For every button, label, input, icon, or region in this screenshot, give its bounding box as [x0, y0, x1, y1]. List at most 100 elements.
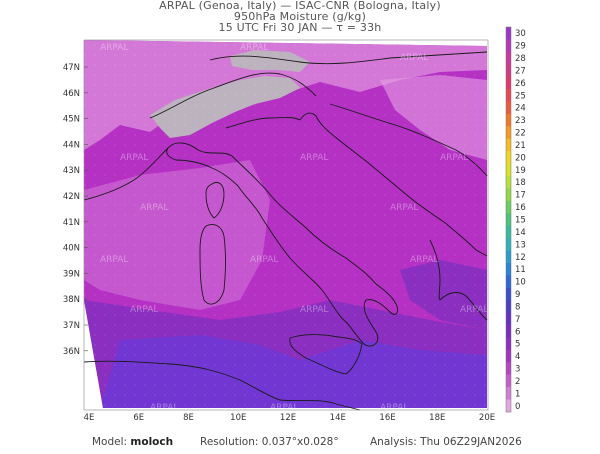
- watermark-text: ARPAL: [300, 305, 328, 315]
- resolution-info: Resolution: 0.037°x0.028°: [200, 436, 339, 448]
- coast-corsica: [205, 182, 225, 219]
- colorbar-label: 5: [515, 340, 520, 350]
- watermark-text: ARPAL: [100, 255, 128, 265]
- watermark-text: ARPAL: [380, 403, 408, 413]
- lat-tick-label: 44N: [63, 140, 80, 150]
- header-valid-time: 15 UTC Fri 30 JAN — τ = 33h: [218, 21, 382, 34]
- colorbar-swatch: [506, 225, 511, 239]
- colorbar-label: 14: [515, 228, 526, 238]
- coast-adriatic-east: [299, 112, 488, 257]
- colorbar-label: 4: [515, 352, 520, 362]
- colorbar-label: 21: [515, 141, 526, 151]
- lon-tick-label: 16E: [379, 413, 395, 423]
- colorbar-swatch: [506, 51, 511, 65]
- analysis-value: Thu 06Z29JAN2026: [420, 436, 522, 448]
- colorbar-label: 26: [515, 79, 526, 89]
- coast-albania: [429, 239, 441, 301]
- colorbar: 3029282726252423222120191817161514131211…: [505, 26, 526, 413]
- lat-tick-label: 42N: [63, 192, 80, 202]
- colorbar-swatch: [506, 238, 511, 251]
- header-agencies: ARPAL (Genoa, Italy) — ISAC-CNR (Bologna…: [159, 0, 441, 12]
- border-alpine: [149, 72, 317, 119]
- lon-tick-label: 6E: [133, 413, 144, 423]
- watermark-text: ARPAL: [250, 255, 278, 265]
- colorbar-swatch: [506, 101, 511, 115]
- analysis-label: Analysis:: [370, 436, 417, 448]
- lon-tick-label: 20E: [479, 413, 495, 423]
- colorbar-label: 23: [515, 116, 526, 126]
- border-balkan: [329, 103, 488, 177]
- watermark-text: ARPAL: [300, 153, 328, 163]
- lat-tick-label: 37N: [63, 321, 80, 331]
- model-label: Model:: [92, 436, 128, 448]
- colorbar-label: 17: [515, 191, 526, 201]
- lat-tick-label: 40N: [63, 244, 80, 254]
- colorbar-swatch: [506, 113, 511, 127]
- colorbar-label: 30: [515, 29, 526, 39]
- colorbar-label: 13: [515, 240, 526, 250]
- watermark-text: ARPAL: [140, 203, 168, 213]
- lon-tick-label: 8E: [183, 413, 194, 423]
- colorbar-label: 6: [515, 327, 520, 337]
- coastlines: [83, 51, 488, 411]
- colorbar-swatch: [506, 300, 511, 313]
- analysis-info: Analysis: Thu 06Z29JAN2026: [370, 436, 522, 448]
- watermark-text: ARPAL: [400, 53, 428, 63]
- coast-africa: [83, 360, 361, 411]
- header-variable: 950hPa Moisture (g/kg): [233, 10, 367, 23]
- model-info: Model: moloch: [92, 436, 173, 448]
- coast-france: [83, 147, 169, 201]
- colorbar-label: 7: [515, 315, 520, 325]
- watermark-text: ARPAL: [120, 153, 148, 163]
- latitude-labels: 47N 46N 45N 44N 43N 42N 41N 40N 39N 38N 37N 36N: [63, 63, 88, 357]
- colorbar-swatch: [506, 213, 511, 227]
- colorbar-swatch: [506, 188, 511, 202]
- coast-sicily: [289, 334, 363, 375]
- watermark-text: ARPAL: [100, 43, 128, 53]
- lat-tick-label: 45N: [63, 115, 80, 125]
- lat-tick-label: 36N: [63, 347, 80, 357]
- colorbar-label: 19: [515, 166, 526, 176]
- colorbar-swatch: [506, 176, 511, 189]
- lat-tick-label: 38N: [63, 295, 80, 305]
- lon-tick-label: 14E: [330, 413, 346, 423]
- resolution-value: 0.037°x0.028°: [261, 436, 339, 448]
- colorbar-swatch: [506, 39, 511, 53]
- colorbar-swatch: [506, 151, 511, 164]
- colorbar-swatch: [506, 387, 511, 400]
- coast-greece: [439, 292, 488, 321]
- lat-tick-label: 46N: [63, 89, 80, 99]
- watermark-text: ARPAL: [460, 305, 488, 315]
- coast-adriatic-west: [225, 117, 301, 129]
- colorbar-swatch: [506, 138, 511, 152]
- lon-tick-label: 4E: [84, 413, 95, 423]
- lon-tick-label: 12E: [280, 413, 296, 423]
- colorbar-swatch: [506, 64, 511, 77]
- lon-tick-label: 18E: [429, 413, 445, 423]
- colorbar-label: 25: [515, 91, 526, 101]
- colorbar-swatch: [506, 374, 511, 388]
- colorbar-label: 27: [515, 66, 526, 76]
- colorbar-label: 20: [515, 153, 526, 163]
- grid-dots: [84, 40, 487, 408]
- colorbar-label: 12: [515, 253, 526, 263]
- lat-tick-label: 43N: [63, 166, 80, 176]
- colorbar-swatch: [506, 399, 511, 413]
- colorbar-label: 16: [515, 203, 526, 213]
- watermark-text: ARPAL: [440, 153, 468, 163]
- model-value: moloch: [130, 436, 174, 448]
- colorbar-label: 28: [515, 54, 526, 64]
- colorbar-swatch: [506, 27, 511, 40]
- colorbar-swatch: [506, 89, 511, 102]
- colorbar-swatch: [506, 362, 511, 376]
- coast-italy: [166, 142, 399, 347]
- border-north: [209, 51, 488, 65]
- colorbar-label: 0: [515, 402, 520, 412]
- map-frame: [83, 39, 489, 411]
- colorbar-label: 1: [515, 389, 520, 399]
- colorbar-label: 10: [515, 278, 526, 288]
- longitude-labels: 4E 6E 8E 10E 12E 14E 16E 18E 20E: [84, 413, 495, 423]
- resolution-label: Resolution:: [200, 436, 259, 448]
